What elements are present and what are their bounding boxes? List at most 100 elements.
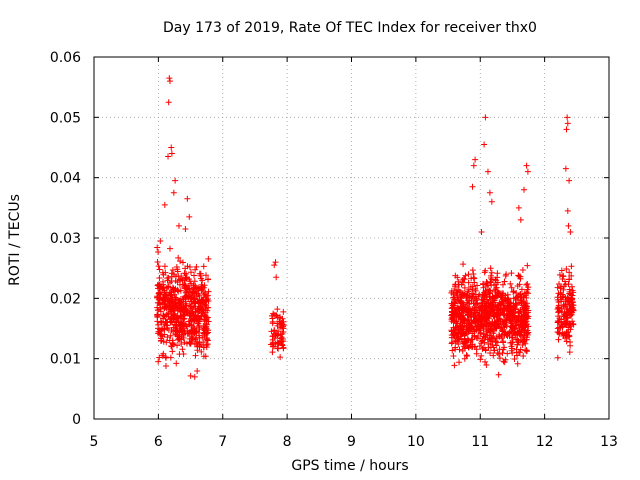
data-point	[280, 338, 287, 345]
x-tick-label: 13	[600, 434, 618, 450]
data-point	[469, 183, 476, 190]
data-point	[501, 359, 508, 366]
data-point	[562, 321, 569, 328]
data-point	[514, 341, 521, 348]
data-point	[273, 274, 280, 281]
data-point	[173, 360, 180, 367]
data-point	[156, 328, 163, 335]
data-point	[494, 274, 501, 281]
data-point	[523, 348, 530, 355]
data-point	[559, 294, 566, 301]
data-point	[459, 347, 466, 354]
data-point	[514, 330, 521, 337]
data-point	[491, 312, 498, 319]
chart-title: Day 173 of 2019, Rate Of TEC Index for r…	[163, 20, 537, 36]
data-point	[168, 144, 175, 151]
data-point	[160, 315, 167, 322]
data-point	[484, 168, 491, 175]
data-point	[481, 315, 488, 322]
data-point	[514, 317, 521, 324]
data-point	[192, 266, 199, 273]
data-point	[561, 313, 568, 320]
data-point	[501, 344, 508, 351]
data-point	[498, 290, 505, 297]
data-point	[190, 282, 197, 289]
data-point	[518, 327, 525, 334]
data-point	[192, 289, 199, 296]
data-point	[165, 326, 172, 333]
data-point	[454, 297, 461, 304]
data-point	[486, 290, 493, 297]
y-axis-label: ROTI / TECUs	[7, 194, 23, 286]
data-point	[271, 327, 278, 334]
data-point	[164, 334, 171, 341]
data-point	[161, 263, 168, 270]
data-point	[512, 300, 519, 307]
data-point	[200, 330, 207, 337]
data-point	[483, 361, 490, 368]
data-point	[168, 278, 175, 285]
data-point	[200, 294, 207, 301]
data-point	[479, 312, 486, 319]
data-point	[500, 358, 507, 365]
data-point	[181, 339, 188, 346]
data-point	[480, 284, 487, 291]
y-tick-label: 0.06	[50, 50, 81, 66]
data-point	[182, 309, 189, 316]
data-point	[193, 263, 200, 270]
data-point	[205, 329, 212, 336]
data-point	[517, 216, 524, 223]
data-point	[524, 331, 531, 338]
data-point	[465, 327, 472, 334]
data-point	[165, 99, 172, 106]
data-point	[195, 324, 202, 331]
data-point	[523, 312, 530, 319]
data-point	[195, 329, 202, 336]
data-point	[488, 303, 495, 310]
data-point	[524, 300, 531, 307]
data-point	[186, 286, 193, 293]
y-tick-label: 0.05	[50, 110, 81, 126]
data-point	[472, 287, 479, 294]
data-point	[269, 315, 276, 322]
data-point	[468, 325, 475, 332]
data-point	[559, 276, 566, 283]
data-point	[523, 294, 530, 301]
data-point	[470, 162, 477, 169]
data-point	[554, 354, 561, 361]
data-point	[165, 283, 172, 290]
data-point	[521, 186, 528, 193]
data-point	[169, 348, 176, 355]
data-point	[196, 334, 203, 341]
data-point	[279, 315, 286, 322]
data-point	[200, 263, 207, 270]
data-point	[192, 336, 199, 343]
data-point	[202, 353, 209, 360]
data-point	[453, 318, 460, 325]
data-point	[565, 328, 572, 335]
data-point	[161, 201, 168, 208]
x-tick-label: 10	[407, 434, 425, 450]
data-point	[154, 318, 161, 325]
data-point	[192, 303, 199, 310]
data-point	[568, 308, 575, 315]
data-point	[178, 319, 185, 326]
data-point	[192, 315, 199, 322]
data-point	[163, 339, 170, 346]
data-point	[465, 312, 472, 319]
data-point	[201, 331, 208, 338]
data-point	[174, 279, 181, 286]
data-point	[491, 347, 498, 354]
data-point	[274, 331, 281, 338]
data-point	[492, 325, 499, 332]
data-point	[175, 254, 182, 261]
data-point	[568, 296, 575, 303]
data-point	[567, 308, 574, 314]
data-point	[509, 334, 516, 341]
data-point	[170, 286, 177, 293]
data-point	[461, 331, 468, 338]
data-point	[195, 284, 202, 291]
data-point	[490, 344, 497, 351]
data-point	[155, 283, 162, 290]
data-point	[167, 316, 174, 323]
